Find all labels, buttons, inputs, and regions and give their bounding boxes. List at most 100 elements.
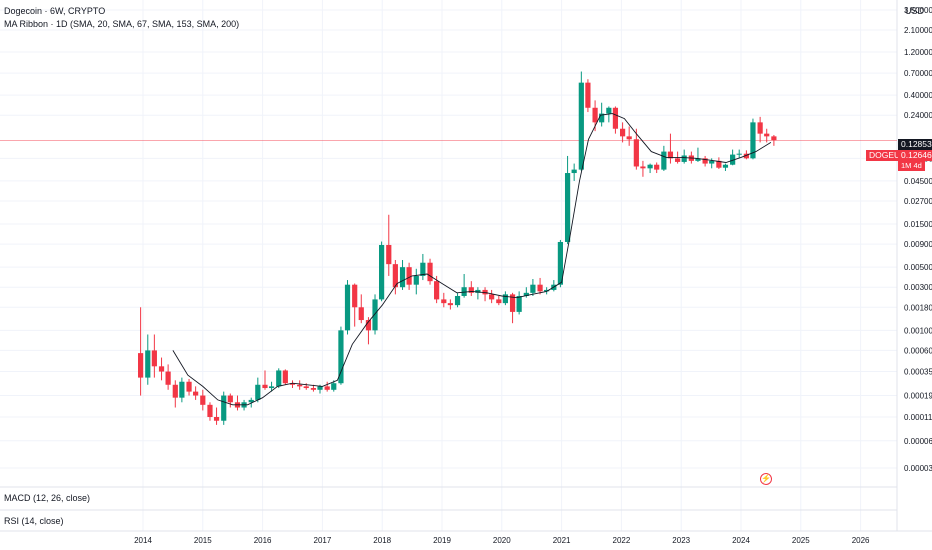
candle (537, 277, 543, 295)
candle (757, 116, 763, 143)
lightning-icon[interactable]: ⚡ (760, 473, 772, 485)
candle (461, 274, 467, 298)
candle (406, 262, 412, 290)
price-tick-label: 0.00006 (904, 437, 932, 446)
year-tick-label: 2016 (254, 536, 272, 545)
price-tick-label: 0.00300 (904, 283, 932, 292)
candle (420, 253, 426, 281)
time-axis[interactable]: 2014 2015 2016 2017 2018 2019 2020 2021 2022 2023… (134, 536, 870, 545)
candle (516, 291, 522, 315)
candle (145, 334, 151, 385)
symbol-legend[interactable]: Dogecoin · 6W, CRYPTO (4, 6, 106, 16)
symbol-tag: DOGEUSD (866, 150, 915, 161)
price-tick-label: 0.00180 (904, 303, 932, 312)
candle (722, 163, 729, 171)
year-tick-label: 2020 (493, 536, 511, 545)
price-tick-label: 0.01500 (904, 220, 932, 229)
candle (172, 380, 178, 408)
candle (386, 214, 392, 276)
candle (681, 149, 687, 164)
candle (667, 133, 674, 164)
candle (338, 326, 344, 385)
macd-pane-label[interactable]: MACD (12, 26, close) (4, 493, 91, 503)
candle (392, 260, 398, 295)
currency-label[interactable]: USD (905, 6, 925, 16)
candle (509, 292, 516, 324)
candle (399, 260, 406, 290)
year-tick-label: 2025 (792, 536, 810, 545)
candle (530, 278, 536, 296)
candle (702, 155, 708, 167)
candle (179, 377, 185, 403)
candle (379, 241, 385, 302)
candle (585, 79, 591, 113)
candle (427, 258, 433, 285)
candle (571, 163, 577, 181)
current-price-tag: 0.12646 (898, 150, 932, 161)
pane-separators (0, 0, 932, 532)
candle (221, 391, 227, 425)
candle (193, 386, 199, 400)
candle (482, 287, 488, 302)
candle (289, 380, 296, 389)
candle (502, 291, 508, 306)
candle (626, 126, 632, 146)
year-tick-label: 2026 (852, 536, 870, 545)
rsi-pane-label[interactable]: RSI (14, close) (4, 516, 64, 526)
candle (344, 280, 351, 335)
candle (234, 395, 241, 411)
grid (0, 0, 897, 531)
price-tick-label: 0.00500 (904, 263, 932, 272)
candle (489, 289, 495, 304)
candle (695, 147, 701, 162)
year-tick-label: 2015 (194, 536, 212, 545)
candle (227, 393, 233, 408)
candle (200, 389, 206, 411)
candle (268, 381, 275, 392)
year-tick-label: 2024 (732, 536, 750, 545)
candle (736, 149, 742, 159)
price-tick-label: 0.00011 (904, 413, 932, 422)
candle (207, 402, 213, 421)
candle (186, 378, 192, 396)
candle (358, 294, 364, 324)
candle (447, 299, 453, 310)
candle (324, 381, 330, 392)
indicator-legend[interactable]: MA Ribbon · 1D (SMA, 20, SMA, 67, SMA, 1… (4, 19, 240, 29)
countdown-tag: 1M 4d (898, 160, 925, 171)
price-tick-label: 0.24000 (904, 111, 932, 120)
candle (413, 268, 419, 295)
candle (619, 122, 626, 143)
candle (255, 377, 261, 403)
candle (557, 239, 564, 288)
price-axis[interactable]: 3.50000 2.10000 1.20000 0.70000 0.40000 0.240… (904, 6, 932, 473)
candle (640, 160, 646, 177)
candle (151, 334, 157, 378)
candle (633, 128, 639, 170)
price-tick-label: 0.04500 (904, 177, 932, 186)
candle (310, 384, 317, 392)
candle (282, 369, 288, 385)
price-tick-label: 0.70000 (904, 69, 932, 78)
candle (578, 71, 584, 171)
candle (276, 368, 282, 389)
candle (441, 292, 447, 308)
candle (544, 287, 550, 295)
ma-ribbon-line (172, 113, 772, 406)
candle (454, 292, 461, 308)
candle (654, 162, 660, 174)
price-tick-label: 0.00019 (904, 392, 932, 401)
candle (468, 281, 474, 296)
candle (612, 106, 619, 134)
candle (564, 155, 571, 245)
year-tick-label: 2023 (672, 536, 690, 545)
candle (661, 145, 667, 171)
price-tick-label: 0.00003 (904, 464, 932, 473)
year-tick-label: 2021 (553, 536, 571, 545)
candle (165, 364, 171, 390)
candle (716, 157, 722, 169)
price-tick-label: 3.50000 (904, 6, 932, 15)
candle (647, 163, 653, 174)
price-tick-label: 1.20000 (904, 48, 932, 57)
